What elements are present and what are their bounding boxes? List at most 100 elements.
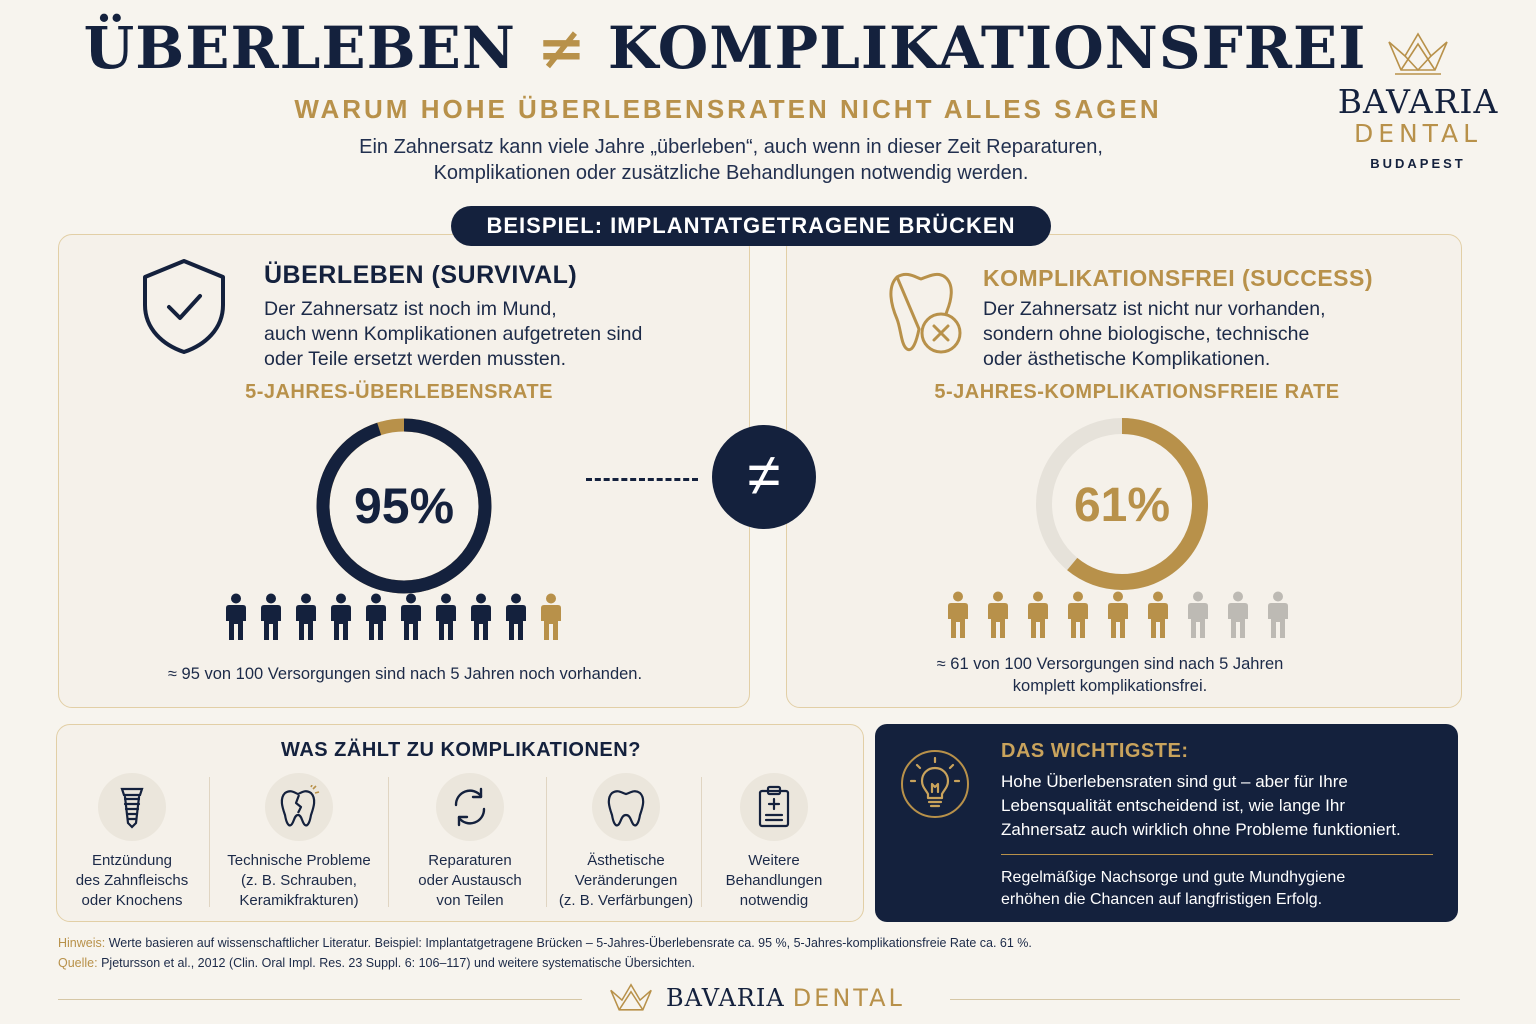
divider [701,777,702,907]
complication-label: (z. B. Verfärbungen) [558,892,694,909]
intro-line: Ein Zahnersatz kann viele Jahre „überleb… [359,136,1103,158]
survival-text-line: Der Zahnersatz ist noch im Mund, [264,298,557,320]
person-icon-filled [436,593,456,640]
complication-label: Technische Probleme [227,852,371,869]
complication-label: Entzündung [91,852,173,869]
footer-logo-dental: DENTAL [792,984,905,1012]
complication-label: Ästhetische [587,852,665,869]
key-takeaway-line: Hohe Überlebensraten sind gut – aber für… [1001,772,1348,791]
person-icon-filled [988,591,1008,638]
person-icon-filled [331,593,351,640]
divider [58,999,582,1000]
source-note: Quelle: Pjetursson et al., 2012 (Clin. O… [58,956,695,970]
complication-label: Reparaturen [428,852,512,869]
person-icon-filled [1108,591,1128,638]
survival-description: Der Zahnersatz ist noch im Mund, auch we… [264,297,642,372]
tooth-crack-icon [280,785,320,827]
divider [388,777,389,907]
person-icon-empty [541,593,561,640]
complication-label: oder Austausch [418,872,522,889]
success-caption: ≈ 61 von 100 Versorgungen sind nach 5 Ja… [787,653,1433,697]
success-value: 61% [1074,479,1170,532]
complication-label: Weitere [748,852,800,869]
divider [209,777,210,907]
crown-icon [1388,32,1448,75]
success-text-line: oder ästhetische Komplikationen. [983,348,1271,370]
tooth-x-icon [889,272,962,354]
success-panel: KOMPLIKATIONSFREI (SUCCESS) Der Zahnersa… [786,234,1462,708]
person-icon-filled [948,591,968,638]
person-icon-filled [1148,591,1168,638]
divider [1001,854,1433,855]
key-takeaway-note-line: erhöhen die Chancen auf langfristigen Er… [1001,891,1323,908]
tooth-icon [607,790,645,827]
survival-donut-chart: 95% [316,418,492,594]
person-icon-filled [366,593,386,640]
survival-value: 95% [354,478,454,534]
crown-icon [610,983,652,1011]
complication-label: des Zahnfleischs [75,872,189,889]
success-text-line: sondern ohne biologische, technische [983,323,1310,345]
divider [546,777,547,907]
success-caption-line: komplett komplikationsfrei. [1012,677,1208,695]
success-donut-value-arc [1036,418,1208,590]
person-icon-filled [471,593,491,640]
complications-title: WAS ZÄHLT ZU KOMPLIKATIONEN? [281,739,641,761]
survival-title: ÜBERLEBEN (SURVIVAL) [264,261,578,289]
person-icon-filled [401,593,421,640]
source-key: Quelle: [58,956,98,970]
complication-label: Behandlungen [725,872,823,889]
success-caption-line: ≈ 61 von 100 Versorgungen sind nach 5 Ja… [936,655,1284,673]
person-icon-filled [226,593,246,640]
logo-line-bavaria: BAVARIA [1337,82,1499,121]
survival-panel: ÜBERLEBEN (SURVIVAL) Der Zahnersatz ist … [58,234,750,708]
complication-item: Entzündung des Zahnfleischs oder Knochen… [67,773,197,911]
complication-label: notwendig [739,892,809,909]
lightbulb-icon [909,756,961,808]
example-banner: BEISPIEL: IMPLANTATGETRAGENE BRÜCKEN [451,206,1051,246]
success-description: Der Zahnersatz ist nicht nur vorhanden, … [983,297,1326,372]
person-icon-filled [1068,591,1088,638]
complication-item: Weitere Behandlungen notwendig [709,773,839,911]
person-icon-filled [1028,591,1048,638]
survival-caption: ≈ 95 von 100 Versorgungen sind nach 5 Ja… [167,665,643,683]
person-icon-empty [1268,591,1288,638]
hint-text: Werte basieren auf wissenschaftlicher Li… [108,936,1032,950]
key-takeaway-title: DAS WICHTIGSTE: [1001,740,1189,762]
title-not-equal-symbol: ≠ [537,14,587,82]
divider [950,999,1460,1000]
key-takeaway-text: Hohe Überlebensraten sind gut – aber für… [1001,770,1441,842]
not-equal-icon: ≠ [712,425,816,529]
key-takeaway-note: Regelmäßige Nachsorge und gute Mundhygie… [1001,867,1441,911]
survival-text-line: auch wenn Komplikationen aufgetreten sin… [264,323,643,345]
survival-donut-value-arc [316,418,492,594]
success-title: KOMPLIKATIONSFREI (SUCCESS) [983,265,1374,291]
shield-check-icon [143,259,225,354]
complication-label: oder Knochens [81,892,183,909]
complication-label: Veränderungen [574,872,678,889]
complication-item: Reparaturen oder Austausch von Teilen [403,773,537,911]
key-takeaway-note-line: Regelmäßige Nachsorge und gute Mundhygie… [1001,869,1346,886]
complication-item: Technische Probleme (z. B. Schrauben, Ke… [217,773,381,911]
footer-logo-bavaria: BAVARIA [666,984,785,1012]
intro-line: Komplikationen oder zusätzliche Behandlu… [433,162,1029,184]
hint-note: Hinweis: Werte basieren auf wissenschaft… [58,936,1032,950]
title-left: ÜBERLEBEN [83,14,516,82]
logo-line-dental: DENTAL [1353,119,1483,148]
intro-text: Ein Zahnersatz kann viele Jahre „überleb… [0,134,1462,186]
complications-box: WAS ZÄHLT ZU KOMPLIKATIONEN? Entzündung … [56,724,864,922]
complication-label: von Teilen [436,892,504,909]
subtitle: WARUM HOHE ÜBERLEBENSRATEN NICHT ALLES S… [294,94,1162,124]
success-donut-chart: 61% [1036,418,1208,590]
clipboard-plus-icon [758,785,790,828]
success-text-line: Der Zahnersatz ist nicht nur vorhanden, [983,298,1326,320]
complication-item: Ästhetische Veränderungen (z. B. Verfärb… [553,773,699,911]
hint-key: Hinweis: [58,936,106,950]
person-icon-filled [506,593,526,640]
complication-label: (z. B. Schrauben, [241,872,357,889]
survival-rate-label: 5-JAHRES-ÜBERLEBENSRATE [245,381,553,403]
footer-logo: BAVARIA DENTAL [608,982,905,1014]
success-people-row [947,591,1307,639]
survival-text-line: oder Teile ersetzt werden mussten. [264,348,567,370]
main-title: ÜBERLEBEN ≠ KOMPLIKATIONSFREI [0,14,1450,82]
